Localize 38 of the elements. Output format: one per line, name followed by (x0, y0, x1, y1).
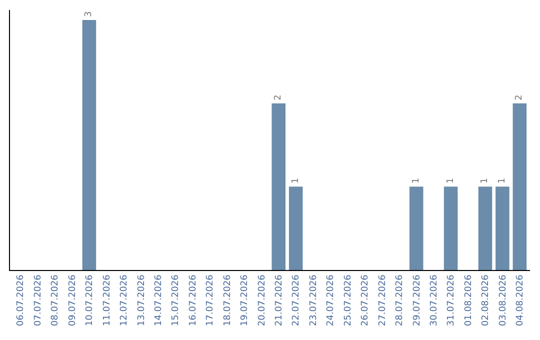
x-tick-label: 09.07.2026 (68, 274, 78, 326)
x-tick-label: 18.07.2026 (222, 274, 233, 326)
x-tick-label: 12.07.2026 (120, 274, 130, 326)
x-tick-label: 10.07.2026 (85, 274, 96, 326)
x-tick-label: 17.07.2026 (206, 274, 216, 326)
x-tick-label: 04.08.2026 (516, 274, 526, 326)
data-label: 1 (446, 178, 456, 184)
x-tick-label: 06.07.2026 (16, 274, 26, 326)
x-tick-label: 02.08.2026 (481, 274, 492, 326)
x-tick-label: 03.08.2026 (498, 274, 508, 326)
x-tick-label: 29.07.2026 (412, 274, 422, 326)
data-label: 1 (480, 178, 490, 184)
x-tick-label: 27.07.2026 (378, 274, 388, 326)
data-label: 1 (290, 178, 301, 184)
data-label: 1 (497, 178, 508, 184)
x-tick-label: 28.07.2026 (395, 274, 406, 326)
x-tick-label: 19.07.2026 (240, 274, 250, 326)
data-label: 2 (274, 94, 284, 100)
x-tick-label: 08.07.2026 (50, 274, 61, 326)
x-tick-label: 21.07.2026 (274, 274, 285, 326)
x-tick-label: 01.08.2026 (464, 274, 474, 326)
x-tick-label: 20.07.2026 (257, 274, 268, 326)
x-tick-label: 14.07.2026 (154, 274, 164, 326)
x-tick-label: 11.07.2026 (102, 274, 112, 326)
x-tick-label: 26.07.2026 (360, 274, 371, 326)
x-tick-label: 23.07.2026 (308, 274, 319, 326)
data-label: 1 (411, 178, 422, 184)
x-tick-label: 16.07.2026 (188, 274, 198, 326)
x-tick-label: 25.07.2026 (343, 274, 354, 326)
x-tick-label: 30.07.2026 (430, 274, 440, 326)
x-tick-label: 15.07.2026 (171, 274, 182, 326)
x-tick-label: 07.07.2026 (33, 274, 44, 326)
data-label: 3 (84, 11, 94, 17)
x-tick-label: 13.07.2026 (136, 274, 147, 326)
data-label: 2 (514, 94, 525, 100)
x-tick-label: 24.07.2026 (326, 274, 336, 326)
x-tick-label: 31.07.2026 (446, 274, 457, 326)
x-tick-label: 22.07.2026 (292, 274, 302, 326)
